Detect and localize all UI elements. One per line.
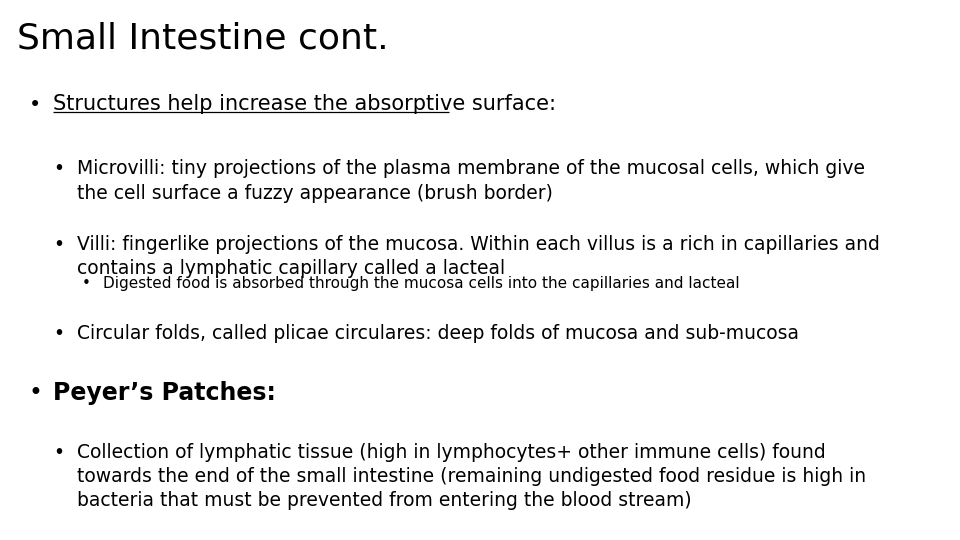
Text: Microvilli: tiny projections of the plasma membrane of the mucosal cells, which : Microvilli: tiny projections of the plas… <box>77 159 865 202</box>
Text: Digested food is absorbed through the mucosa cells into the capillaries and lact: Digested food is absorbed through the mu… <box>103 276 739 292</box>
Text: •: • <box>29 381 42 404</box>
Text: Small Intestine cont.: Small Intestine cont. <box>17 22 389 56</box>
Text: Circular folds, called plicae circulares: deep folds of mucosa and sub-mucosa: Circular folds, called plicae circulares… <box>77 324 799 343</box>
Text: Peyer’s Patches:: Peyer’s Patches: <box>53 381 276 404</box>
Text: •: • <box>53 159 64 178</box>
Text: •: • <box>53 324 64 343</box>
Text: •: • <box>29 94 41 114</box>
Text: Collection of lymphatic tissue (high in lymphocytes+ other immune cells) found
t: Collection of lymphatic tissue (high in … <box>77 443 866 510</box>
Text: Villi: fingerlike projections of the mucosa. Within each villus is a rich in cap: Villi: fingerlike projections of the muc… <box>77 235 879 278</box>
Text: •: • <box>53 443 64 462</box>
Text: Structures help increase the absorptive surface:: Structures help increase the absorptive … <box>53 94 556 114</box>
Text: •: • <box>53 235 64 254</box>
Text: •: • <box>82 276 90 292</box>
